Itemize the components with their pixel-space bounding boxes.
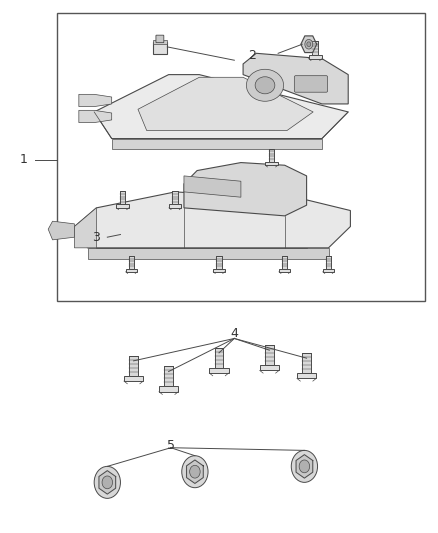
FancyBboxPatch shape xyxy=(282,256,287,269)
Ellipse shape xyxy=(246,69,284,101)
FancyBboxPatch shape xyxy=(309,55,322,59)
FancyBboxPatch shape xyxy=(153,42,167,54)
FancyBboxPatch shape xyxy=(129,256,134,269)
Circle shape xyxy=(94,466,120,498)
Polygon shape xyxy=(112,139,322,149)
Polygon shape xyxy=(88,248,328,259)
FancyBboxPatch shape xyxy=(260,365,279,370)
Text: 3: 3 xyxy=(92,231,100,244)
Text: 1: 1 xyxy=(20,154,28,166)
FancyBboxPatch shape xyxy=(159,386,178,392)
Circle shape xyxy=(102,476,113,489)
Bar xyxy=(57,13,425,301)
FancyBboxPatch shape xyxy=(302,353,311,373)
FancyBboxPatch shape xyxy=(269,149,274,162)
Circle shape xyxy=(299,460,310,473)
FancyBboxPatch shape xyxy=(326,256,331,269)
Polygon shape xyxy=(187,460,203,483)
FancyBboxPatch shape xyxy=(215,348,223,368)
Polygon shape xyxy=(243,53,348,104)
Circle shape xyxy=(305,39,313,49)
FancyBboxPatch shape xyxy=(213,269,225,272)
FancyBboxPatch shape xyxy=(129,356,138,376)
FancyBboxPatch shape xyxy=(156,35,164,43)
Text: 5: 5 xyxy=(167,439,175,451)
Polygon shape xyxy=(138,77,313,131)
FancyBboxPatch shape xyxy=(265,162,278,165)
Circle shape xyxy=(190,465,200,478)
Polygon shape xyxy=(184,176,241,197)
FancyBboxPatch shape xyxy=(120,191,125,205)
Polygon shape xyxy=(74,208,96,248)
FancyBboxPatch shape xyxy=(173,191,178,205)
FancyBboxPatch shape xyxy=(126,269,137,272)
Polygon shape xyxy=(79,94,112,107)
FancyBboxPatch shape xyxy=(279,269,290,272)
FancyBboxPatch shape xyxy=(124,376,143,381)
FancyBboxPatch shape xyxy=(209,368,229,373)
FancyBboxPatch shape xyxy=(153,40,167,44)
Polygon shape xyxy=(99,471,116,494)
Polygon shape xyxy=(184,163,307,216)
Circle shape xyxy=(291,450,318,482)
FancyBboxPatch shape xyxy=(265,345,274,365)
Circle shape xyxy=(307,42,311,47)
FancyBboxPatch shape xyxy=(169,205,181,208)
FancyBboxPatch shape xyxy=(312,41,318,55)
FancyBboxPatch shape xyxy=(164,366,173,386)
Polygon shape xyxy=(74,192,350,248)
FancyBboxPatch shape xyxy=(117,205,129,208)
Circle shape xyxy=(182,456,208,488)
Text: 2: 2 xyxy=(248,50,256,62)
FancyBboxPatch shape xyxy=(294,76,328,92)
FancyBboxPatch shape xyxy=(297,373,316,378)
Polygon shape xyxy=(48,221,74,240)
FancyBboxPatch shape xyxy=(216,256,222,269)
Polygon shape xyxy=(79,110,112,123)
Polygon shape xyxy=(94,75,348,139)
Polygon shape xyxy=(301,36,317,53)
Polygon shape xyxy=(296,455,313,478)
FancyBboxPatch shape xyxy=(323,269,334,272)
Ellipse shape xyxy=(255,77,275,94)
Text: 4: 4 xyxy=(230,327,238,340)
